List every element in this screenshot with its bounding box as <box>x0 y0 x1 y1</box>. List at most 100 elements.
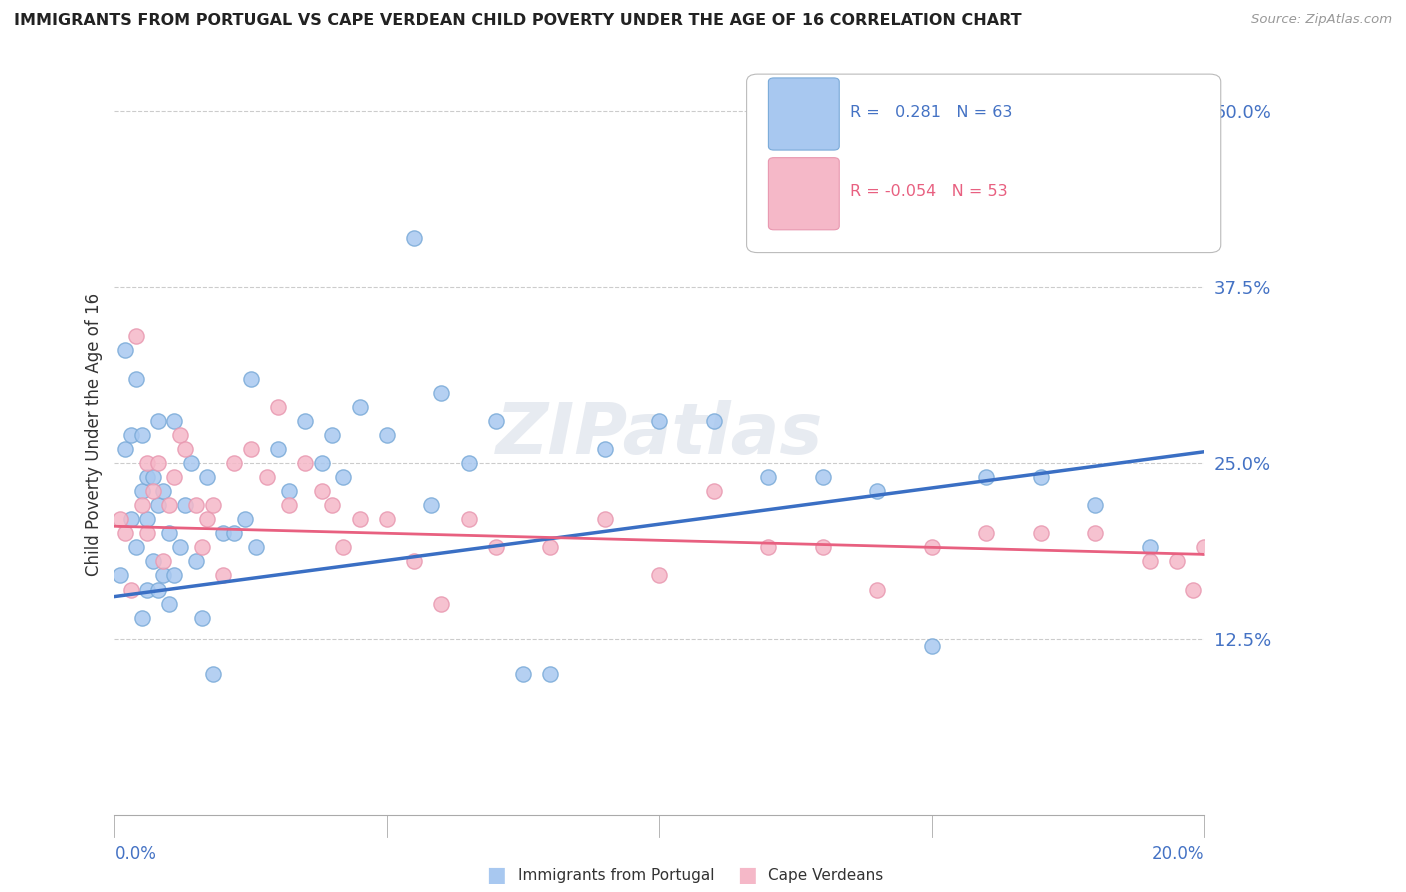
Point <box>212 568 235 582</box>
Point <box>703 414 725 428</box>
Point <box>125 541 148 555</box>
Point <box>146 414 169 428</box>
Point <box>1029 526 1052 541</box>
Point <box>163 470 186 484</box>
Point <box>311 456 333 470</box>
Point <box>152 554 174 568</box>
Point <box>120 428 142 442</box>
Point <box>201 667 224 681</box>
Point <box>142 484 165 499</box>
Text: Cape Verdeans: Cape Verdeans <box>769 868 883 883</box>
Point <box>136 582 159 597</box>
Point <box>1247 554 1270 568</box>
Point <box>267 442 290 456</box>
Point <box>404 554 426 568</box>
Point <box>593 512 616 526</box>
Point <box>131 498 153 512</box>
Point <box>195 512 218 526</box>
Point <box>1166 554 1188 568</box>
Point <box>277 498 299 512</box>
Point <box>120 512 142 526</box>
Point <box>976 470 998 484</box>
Point <box>233 512 256 526</box>
Text: Source: ZipAtlas.com: Source: ZipAtlas.com <box>1251 13 1392 27</box>
Point <box>212 526 235 541</box>
Point <box>201 498 224 512</box>
Point <box>1220 541 1243 555</box>
Point <box>146 498 169 512</box>
Point <box>136 470 159 484</box>
Point <box>457 456 479 470</box>
FancyBboxPatch shape <box>769 158 839 230</box>
Point <box>321 498 343 512</box>
Point <box>430 597 453 611</box>
Point <box>294 414 316 428</box>
Point <box>758 541 780 555</box>
Point <box>186 498 208 512</box>
Point <box>457 512 479 526</box>
Point <box>538 541 561 555</box>
Point <box>648 414 671 428</box>
Point <box>136 456 159 470</box>
Point <box>332 470 354 484</box>
Text: Immigrants from Portugal: Immigrants from Portugal <box>517 868 714 883</box>
Point <box>1302 568 1324 582</box>
Point <box>157 498 180 512</box>
Point <box>512 667 534 681</box>
Point <box>976 526 998 541</box>
Point <box>485 414 508 428</box>
Text: IMMIGRANTS FROM PORTUGAL VS CAPE VERDEAN CHILD POVERTY UNDER THE AGE OF 16 CORRE: IMMIGRANTS FROM PORTUGAL VS CAPE VERDEAN… <box>14 13 1022 29</box>
Point <box>811 541 834 555</box>
Point <box>114 343 136 358</box>
Point <box>277 484 299 499</box>
Point <box>758 470 780 484</box>
Point <box>349 400 371 414</box>
Text: R =   0.281   N = 63: R = 0.281 N = 63 <box>851 104 1012 120</box>
Point <box>174 442 197 456</box>
Point <box>294 456 316 470</box>
Point <box>125 371 148 385</box>
Point <box>136 526 159 541</box>
Point <box>131 610 153 624</box>
Point <box>131 428 153 442</box>
Point <box>866 582 889 597</box>
Text: ■: ■ <box>737 865 756 886</box>
Point <box>921 541 943 555</box>
Point <box>136 512 159 526</box>
Point <box>1084 498 1107 512</box>
Text: 20.0%: 20.0% <box>1152 845 1205 863</box>
Point <box>195 470 218 484</box>
Point <box>311 484 333 499</box>
Point <box>169 428 191 442</box>
Point <box>1182 582 1205 597</box>
Point <box>1139 541 1161 555</box>
Point <box>321 428 343 442</box>
Point <box>1029 470 1052 484</box>
Point <box>108 512 131 526</box>
Point <box>146 456 169 470</box>
Point <box>224 526 246 541</box>
Point <box>245 541 267 555</box>
Point <box>538 667 561 681</box>
Point <box>419 498 441 512</box>
Point <box>146 582 169 597</box>
Point <box>256 470 278 484</box>
Point <box>163 414 186 428</box>
Text: R = -0.054   N = 53: R = -0.054 N = 53 <box>851 185 1008 199</box>
Point <box>163 568 186 582</box>
Point <box>375 428 398 442</box>
Point <box>180 456 202 470</box>
Point <box>169 541 191 555</box>
Point <box>186 554 208 568</box>
Point <box>108 568 131 582</box>
Point <box>430 385 453 400</box>
Point <box>152 568 174 582</box>
Point <box>485 541 508 555</box>
Point <box>1139 554 1161 568</box>
Point <box>190 541 212 555</box>
Text: ZIPatlas: ZIPatlas <box>496 401 823 469</box>
Y-axis label: Child Poverty Under the Age of 16: Child Poverty Under the Age of 16 <box>86 293 103 576</box>
Point <box>648 568 671 582</box>
Point <box>1084 526 1107 541</box>
Text: 0.0%: 0.0% <box>114 845 156 863</box>
